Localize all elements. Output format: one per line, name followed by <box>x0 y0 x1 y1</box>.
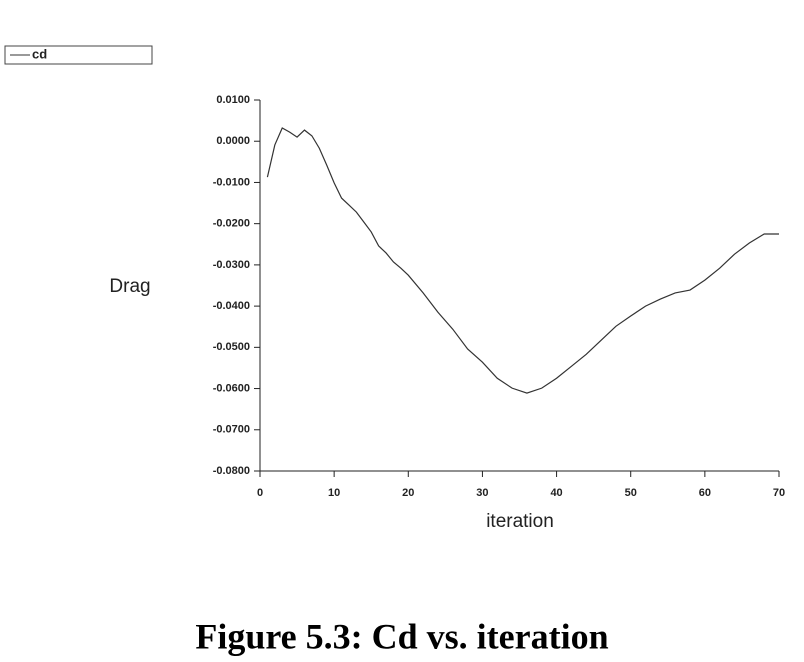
x-tick-label: 40 <box>550 487 562 499</box>
x-tick-label: 70 <box>773 487 785 499</box>
x-tick-label: 30 <box>476 487 488 499</box>
x-tick-label: 60 <box>699 487 711 499</box>
y-tick-label: -0.0100 <box>213 176 250 188</box>
data-line <box>266 127 779 394</box>
y-tick-label: -0.0600 <box>213 382 250 394</box>
y-tick-label: -0.0500 <box>213 341 250 353</box>
y-tick-label: -0.0200 <box>213 218 250 230</box>
x-tick-label: 20 <box>402 487 414 499</box>
x-axis-label: iteration <box>486 511 554 532</box>
legend-box <box>4 45 153 65</box>
y-tick-label: 0.0100 <box>216 94 250 106</box>
y-axis-label: Drag <box>109 276 150 297</box>
x-tick-label: 50 <box>625 487 637 499</box>
y-tick-label: -0.0300 <box>213 259 250 271</box>
y-tick-label: -0.0800 <box>213 465 250 477</box>
y-tick-label: -0.0400 <box>213 300 250 312</box>
caption: Figure 5.3: Cd vs. iteration <box>195 616 608 656</box>
x-tick-label: 0 <box>257 487 263 499</box>
y-tick-label: -0.0700 <box>213 424 250 436</box>
x-tick-label: 10 <box>328 487 340 499</box>
y-tick-label: 0.0000 <box>216 135 250 147</box>
legend-label: cd <box>32 46 47 61</box>
